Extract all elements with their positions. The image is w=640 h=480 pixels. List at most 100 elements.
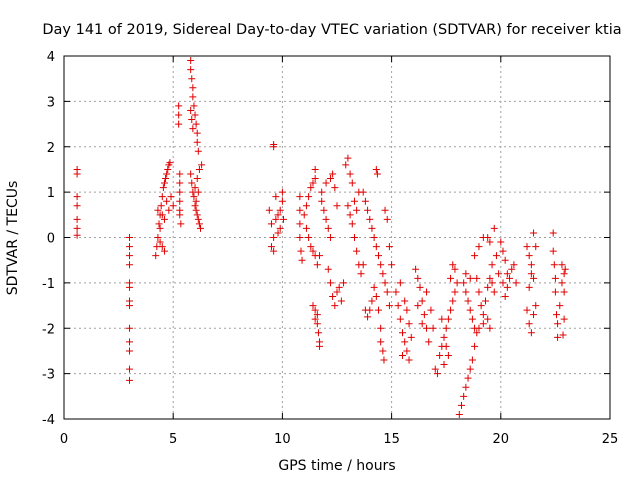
data-point — [379, 270, 387, 278]
data-point — [197, 224, 204, 232]
y-tick-label: -3 — [42, 368, 55, 383]
data-point — [475, 243, 483, 251]
data-point — [490, 224, 498, 232]
data-point — [166, 159, 174, 167]
data-point — [501, 256, 509, 264]
data-point — [383, 215, 391, 223]
data-point — [405, 320, 413, 328]
data-point — [157, 202, 165, 210]
data-point — [353, 247, 361, 255]
data-point — [473, 274, 481, 282]
data-point — [442, 342, 450, 350]
data-point — [523, 243, 531, 251]
data-point — [366, 306, 374, 314]
data-point — [329, 292, 337, 300]
data-point — [176, 170, 184, 178]
data-point — [160, 179, 168, 187]
y-tick-label: -4 — [42, 413, 55, 428]
data-point — [399, 329, 407, 337]
data-point — [530, 229, 538, 237]
data-point — [357, 270, 365, 278]
data-point — [455, 410, 463, 418]
data-point — [499, 247, 507, 255]
data-point — [326, 175, 334, 183]
data-point — [468, 356, 476, 364]
data-point — [423, 288, 431, 296]
data-point — [191, 202, 199, 210]
data-point — [460, 392, 468, 400]
data-point — [506, 274, 514, 282]
data-point — [278, 188, 286, 196]
data-point — [344, 202, 352, 210]
data-point — [160, 215, 168, 223]
data-point — [189, 84, 197, 92]
data-point — [162, 175, 170, 183]
data-point — [490, 288, 498, 296]
data-point — [175, 120, 183, 128]
data-point — [495, 270, 503, 278]
data-point — [188, 75, 196, 83]
y-tick-label: -2 — [42, 322, 55, 337]
data-point — [501, 292, 509, 300]
data-point — [460, 279, 468, 287]
data-point — [348, 179, 356, 187]
data-point — [322, 215, 330, 223]
data-point — [383, 288, 391, 296]
data-point — [126, 243, 134, 251]
data-point — [558, 279, 566, 287]
data-point — [190, 193, 198, 201]
data-point — [73, 193, 81, 201]
data-point — [176, 197, 184, 205]
data-point — [368, 297, 376, 305]
data-point — [316, 252, 324, 260]
data-point — [158, 211, 166, 219]
data-point — [359, 188, 367, 196]
data-point — [163, 197, 171, 205]
data-point — [403, 347, 411, 355]
data-point — [444, 351, 452, 359]
data-point — [309, 302, 317, 310]
data-point — [187, 66, 195, 74]
data-point — [440, 333, 448, 341]
data-point — [418, 297, 426, 305]
data-point — [457, 401, 465, 409]
x-axis-label: GPS time / hours — [278, 458, 395, 474]
data-point — [73, 202, 81, 210]
data-point — [194, 188, 202, 196]
data-point — [552, 311, 560, 319]
y-tick-label: 1 — [47, 186, 55, 201]
data-point — [296, 234, 304, 241]
data-point — [377, 324, 385, 332]
data-point — [302, 224, 310, 232]
data-point — [296, 206, 304, 214]
data-point — [190, 102, 198, 110]
data-point — [414, 302, 422, 310]
data-point — [298, 256, 306, 264]
data-point — [462, 270, 470, 278]
data-point — [449, 297, 457, 305]
data-point — [159, 184, 167, 192]
data-point — [466, 365, 474, 373]
data-point — [453, 279, 461, 287]
data-point — [156, 238, 164, 246]
data-point — [527, 270, 535, 278]
data-point — [350, 234, 358, 241]
data-point — [447, 306, 455, 314]
data-point — [333, 288, 341, 296]
data-point — [484, 315, 492, 323]
data-point — [73, 170, 81, 178]
data-point — [394, 302, 402, 310]
data-point — [276, 206, 284, 214]
data-point — [466, 274, 474, 282]
data-point — [449, 261, 457, 269]
y-axis-label: SDTVAR / TECUs — [5, 181, 21, 296]
x-tick-label: 10 — [274, 432, 291, 447]
data-point — [499, 279, 507, 287]
data-point — [189, 125, 197, 133]
data-point — [379, 347, 387, 355]
data-point — [314, 329, 322, 337]
data-point — [154, 206, 162, 214]
data-point — [192, 120, 200, 128]
data-point — [194, 215, 202, 223]
